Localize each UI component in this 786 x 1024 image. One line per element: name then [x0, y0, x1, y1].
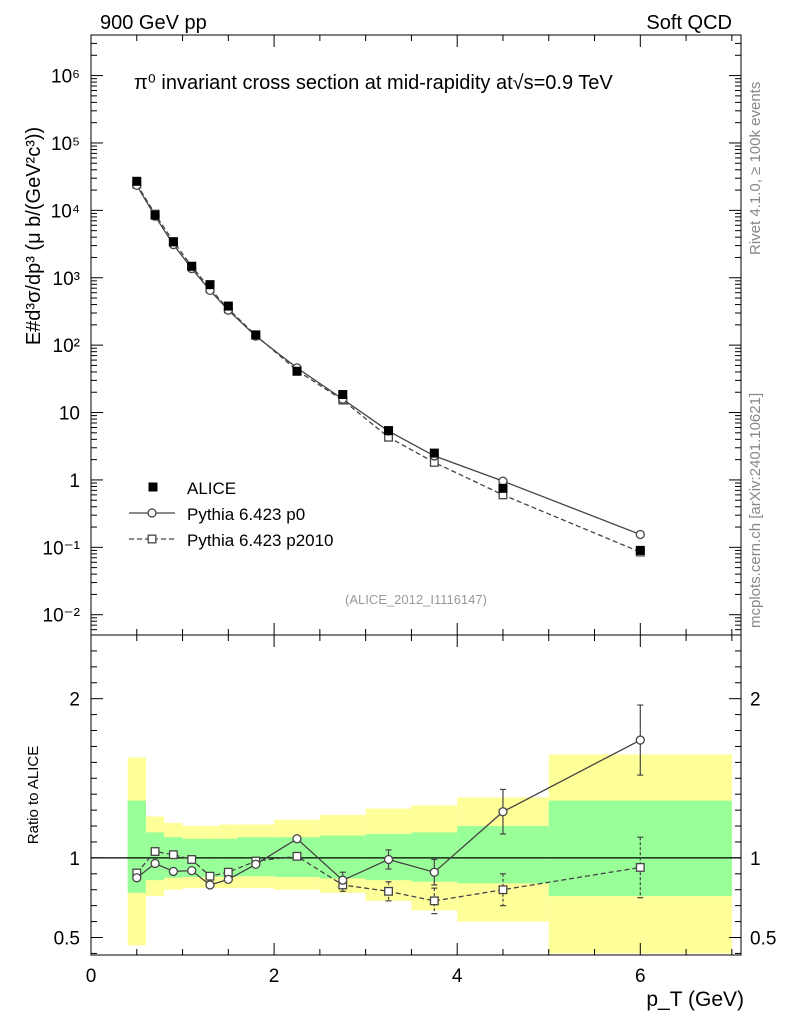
- ratio-marker-pythia-p2010: [292, 851, 302, 861]
- ratio-marker-pythia-p0: [150, 858, 160, 869]
- main-marker-alice: [223, 301, 233, 311]
- ratio-marker-pythia-p0: [338, 875, 348, 885]
- ratio-marker-pythia-p0: [132, 873, 142, 883]
- ratio-marker-pythia-p2010: [498, 885, 508, 895]
- ratio-y-tick-label-left: 0.5: [54, 928, 80, 949]
- x-tick-label: 0: [86, 966, 97, 987]
- main-y-tick-label: 1: [69, 471, 80, 492]
- ratio-marker-pythia-p2010: [635, 862, 645, 872]
- ratio-marker-pythia-p0: [292, 834, 302, 844]
- main-title: π⁰ invariant cross section at mid-rapidi…: [134, 72, 613, 94]
- main-marker-alice: [132, 176, 142, 186]
- main-marker-alice: [292, 366, 302, 376]
- side-label-mcplots: mcplots.cern.ch [arXiv:2401.10621]: [747, 393, 764, 628]
- ratio-marker-pythia-p0: [429, 867, 439, 877]
- x-tick-label: 4: [452, 966, 463, 987]
- legend-symbol-pythia-p0: [147, 508, 157, 518]
- main-y-tick-label: 10⁶: [51, 67, 80, 88]
- ratio-marker-pythia-p2010: [205, 871, 215, 881]
- main-marker-alice: [635, 545, 645, 555]
- ratio-y-tick-label-left: 2: [69, 690, 80, 711]
- main-y-tick-label: 10⁵: [51, 134, 80, 155]
- ratio-marker-pythia-p2010: [384, 886, 393, 896]
- main-marker-pythia-p0: [635, 529, 645, 540]
- ratio-plot-frame: [90, 634, 742, 956]
- ratio-marker-pythia-p0: [168, 866, 179, 877]
- x-tick-label: 2: [269, 966, 280, 987]
- main-marker-alice: [150, 210, 160, 220]
- legend-label-pythia-p2010: Pythia 6.423 p2010: [187, 531, 334, 550]
- ratio-marker-pythia-p0: [251, 859, 261, 869]
- main-y-tick-label: 10⁴: [51, 201, 80, 222]
- ratio-y-tick-label-right: 1: [750, 849, 761, 870]
- main-marker-alice: [187, 261, 197, 271]
- main-marker-alice: [168, 237, 178, 247]
- main-y-tick-label: 10³: [53, 269, 80, 290]
- legend-symbol-alice: [148, 482, 158, 492]
- ratio-y-label: Ratio to ALICE: [25, 746, 42, 844]
- green-band-8: [319, 835, 366, 879]
- x-axis-label: p_T (GeV): [646, 988, 744, 1011]
- ratio-marker-pythia-p2010: [187, 855, 197, 864]
- ratio-y-tick-label-left: 1: [69, 849, 80, 870]
- green-band-1: [145, 832, 165, 881]
- side-label-rivet: Rivet 4.1.0, ≥ 100k events: [747, 82, 764, 255]
- ratio-marker-pythia-p2010: [150, 847, 160, 856]
- main-marker-alice: [205, 280, 215, 290]
- ratio-marker-pythia-p0: [635, 735, 645, 745]
- ratio-marker-pythia-p0: [187, 865, 197, 876]
- header-left: 900 GeV pp: [100, 12, 207, 34]
- main-y-tick-label: 10²: [53, 336, 80, 357]
- analysis-watermark: (ALICE_2012_I1116147): [345, 592, 487, 607]
- ratio-marker-pythia-p0: [383, 854, 394, 865]
- main-y-tick-label: 10: [59, 404, 80, 425]
- main-marker-alice: [338, 390, 348, 400]
- ratio-marker-pythia-p2010: [168, 850, 178, 860]
- main-marker-alice: [498, 483, 508, 493]
- axis-ticks: 0 2 4 6 10⁻² 10⁻¹ 1 10 10² 10³ 10⁴ 10⁵ 10⁶ 0.5 0.5 1 1 2 2: [43, 34, 776, 987]
- main-marker-alice: [251, 330, 261, 340]
- main-marker-alice: [384, 426, 394, 436]
- x-tick-label: 6: [635, 966, 646, 987]
- legend-label-alice: ALICE: [187, 479, 236, 498]
- ratio-marker-pythia-p0: [498, 807, 508, 817]
- legend-label-pythia-p0: Pythia 6.423 p0: [187, 505, 305, 524]
- ratio-marker-pythia-p2010: [429, 896, 439, 906]
- series-layer: [132, 176, 645, 915]
- main-y-label: E#d³σ/dp³ (μ b/(GeV²c³)): [23, 127, 45, 345]
- legend-symbol-pythia-p2010: [147, 534, 157, 544]
- ratio-marker-pythia-p0: [205, 880, 215, 890]
- main-marker-alice: [429, 448, 439, 458]
- main-y-tick-label: 10⁻¹: [43, 538, 81, 559]
- header-right: Soft QCD: [646, 12, 732, 34]
- ratio-bands: [127, 754, 732, 954]
- plot-frames: [90, 34, 742, 956]
- ratio-marker-pythia-p0: [223, 874, 233, 885]
- ratio-y-tick-label-right: 0.5: [750, 928, 776, 949]
- green-band-0: [127, 800, 146, 893]
- legend: ALICE Pythia 6.423 p0 Pythia 6.423 p2010: [129, 479, 334, 550]
- main-y-tick-label: 10⁻²: [43, 606, 81, 627]
- ratio-y-tick-label-right: 2: [750, 690, 761, 711]
